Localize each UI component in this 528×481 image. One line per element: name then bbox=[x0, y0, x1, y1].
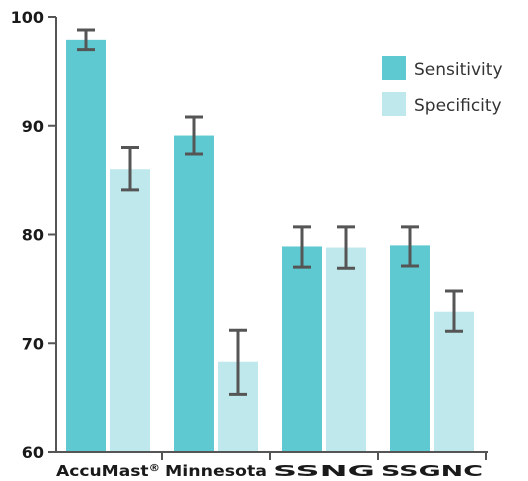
error-bar-specificity-4 bbox=[445, 289, 463, 333]
y-tick-label: 80 bbox=[22, 226, 44, 245]
x-category-label: Minnesota bbox=[165, 462, 267, 480]
x-category-label: SSNG bbox=[273, 462, 375, 480]
error-bar-sensitivity-3 bbox=[293, 225, 311, 269]
error-bar-sensitivity-2 bbox=[185, 115, 203, 156]
legend-swatch-sensitivity bbox=[382, 56, 406, 80]
bar-sensitivity-4 bbox=[390, 245, 430, 452]
x-category-label: AccuMast ® bbox=[56, 462, 160, 480]
legend-label-specificity: Specificity bbox=[414, 96, 502, 116]
bar-specificity-3 bbox=[326, 247, 366, 452]
y-tick-label: 90 bbox=[22, 117, 44, 136]
error-bar-sensitivity-1 bbox=[77, 28, 95, 52]
y-tick-label: 70 bbox=[22, 334, 44, 353]
bar-sensitivity-3 bbox=[282, 246, 322, 452]
y-tick-label: 60 bbox=[22, 443, 44, 462]
bar-specificity-1 bbox=[110, 169, 150, 452]
legend-label-sensitivity: Sensitivity bbox=[414, 60, 503, 80]
y-ticks: 60 70 80 90 100 bbox=[11, 8, 56, 462]
x-category-label: SSGNC bbox=[381, 462, 483, 480]
bars-layer bbox=[66, 39, 474, 453]
bar-specificity-4 bbox=[434, 311, 474, 452]
bar-sensitivity-2 bbox=[174, 135, 214, 452]
error-bars-layer bbox=[77, 28, 463, 396]
legend: Sensitivity Specificity bbox=[382, 56, 503, 116]
error-bar-sensitivity-4 bbox=[401, 225, 419, 268]
bar-sensitivity-1 bbox=[66, 39, 106, 453]
legend-swatch-specificity bbox=[382, 92, 406, 116]
error-bar-specificity-3 bbox=[337, 225, 355, 270]
y-tick-label: 100 bbox=[11, 8, 44, 27]
x-tick-labels: AccuMast ® Minnesota SSNG SSGNC bbox=[56, 452, 487, 480]
error-bar-specificity-2 bbox=[229, 328, 247, 396]
error-bar-specificity-1 bbox=[121, 146, 139, 192]
